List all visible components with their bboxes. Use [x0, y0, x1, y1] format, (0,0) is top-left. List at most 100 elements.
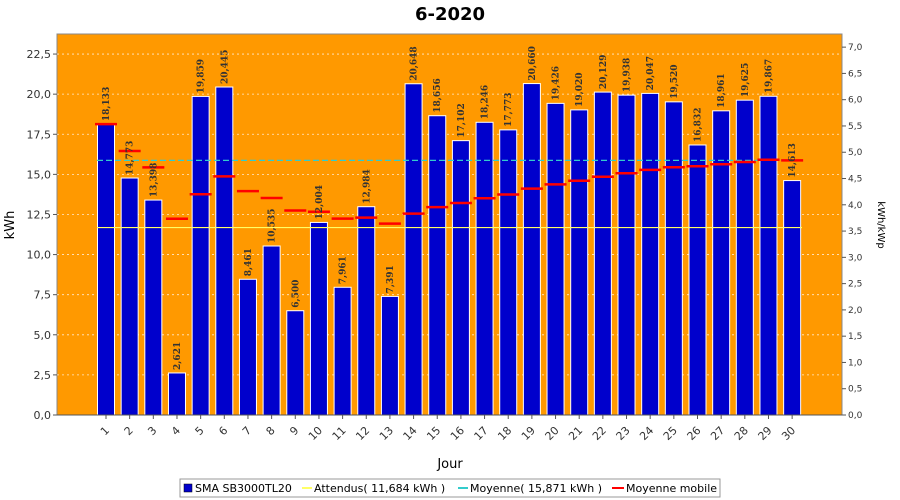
x-tick-label: 21	[566, 424, 585, 443]
data-label: 20,648	[410, 46, 420, 80]
y-axis: 0,0 2,5 5,0 7,5 10,0 12,5 15,0 17,5 20,0 22,5	[27, 48, 57, 422]
x-tick-label: 26	[685, 424, 704, 443]
x-tick-label: 15	[424, 424, 443, 443]
bar	[333, 286, 352, 416]
y2-tick-label: 4,0	[848, 201, 863, 211]
data-label: 18,133	[102, 87, 112, 121]
data-label: 7,391	[386, 265, 396, 293]
x-tick-label: 3	[145, 424, 159, 438]
legend-item-moyenne: Moyenne( 15,871 kWh )	[458, 482, 602, 495]
bar	[617, 94, 636, 416]
y-tick-label: 22,5	[27, 48, 52, 61]
x-tick-label: 11	[330, 424, 349, 443]
legend-swatch-sma	[183, 483, 193, 493]
x-tick-label: 20	[543, 424, 562, 443]
y-tick-label: 2,5	[34, 369, 52, 382]
x-tick-label: 24	[637, 424, 656, 443]
data-label: 17,102	[457, 103, 467, 137]
data-label: 17,773	[504, 92, 514, 126]
x-tick-label: 13	[377, 424, 396, 443]
data-label: 20,047	[646, 56, 656, 90]
data-label: 19,020	[575, 72, 585, 106]
y2-tick-label: 2,5	[848, 280, 862, 290]
data-label: 19,938	[623, 58, 633, 92]
data-label: 18,656	[433, 78, 443, 112]
data-label: 19,859	[197, 59, 207, 93]
data-label: 7,961	[339, 256, 349, 284]
bar	[191, 95, 210, 416]
y-axis-label: kWh	[3, 211, 18, 240]
y-tick-label: 0,0	[34, 409, 52, 422]
data-label: 14,773	[126, 141, 136, 175]
data-label: 14,613	[788, 143, 798, 177]
bar	[404, 83, 423, 416]
bar	[712, 110, 731, 416]
bar	[120, 177, 139, 416]
legend-label-attendus: Attendus( 11,684 kWh )	[314, 482, 445, 495]
x-tick-label: 7	[240, 424, 254, 438]
data-label: 19,520	[670, 64, 680, 98]
bar	[664, 101, 683, 416]
x-tick-label: 18	[495, 424, 514, 443]
data-label: 8,461	[244, 248, 254, 276]
bar	[357, 206, 376, 416]
y2-tick-label: 5,0	[848, 148, 863, 158]
x-tick-label: 6	[216, 424, 230, 438]
y2-tick-label: 5,5	[848, 122, 862, 132]
bar	[215, 86, 234, 416]
data-label: 18,961	[717, 73, 727, 107]
data-label: 20,660	[528, 46, 538, 80]
chart-title: 6-2020	[415, 4, 485, 25]
plot-area: 18,133 14,773 13,398 2,621 19,859 20,445 8,461…	[56, 33, 843, 416]
bar	[167, 372, 186, 416]
x-tick-label: 30	[779, 424, 798, 443]
bar	[593, 91, 612, 416]
y2-tick-label: 0,0	[848, 411, 863, 421]
y2-tick-label: 3,5	[848, 227, 862, 237]
y2-tick-label: 4,5	[848, 175, 862, 185]
bar	[499, 129, 518, 416]
bar	[451, 140, 470, 416]
data-label: 16,832	[694, 108, 704, 142]
x-tick-label: 28	[732, 424, 751, 443]
data-label: 10,535	[268, 209, 278, 243]
y2-tick-label: 7,0	[848, 43, 863, 53]
legend-item-moyenne-mobile: Moyenne mobile	[612, 482, 717, 495]
bar	[783, 180, 802, 416]
x-tick-label: 23	[614, 424, 633, 443]
y-tick-label: 15,0	[27, 168, 52, 181]
x-tick-label: 5	[193, 424, 207, 438]
bar	[144, 199, 163, 416]
y2-axis: 0,0 0,5 1,0 1,5 2,0 2,5 3,0 3,5 4,0 4,5 5,0 5,5 6,0 6…	[842, 43, 863, 421]
bar	[262, 245, 281, 416]
x-tick-label: 14	[401, 424, 420, 443]
bar	[238, 278, 257, 416]
legend-label-sma: SMA SB3000TL20	[195, 482, 292, 495]
y2-tick-label: 1,5	[848, 332, 862, 342]
x-tick-label: 9	[287, 424, 301, 438]
x-tick-label: 12	[353, 424, 372, 443]
data-label: 20,129	[599, 55, 609, 89]
x-tick-label: 19	[519, 424, 538, 443]
x-tick-label: 2	[122, 424, 136, 438]
bar	[735, 99, 754, 416]
data-label: 19,426	[552, 66, 562, 100]
bar	[688, 144, 707, 416]
y2-tick-label: 3,0	[848, 253, 863, 263]
x-tick-label: 29	[756, 424, 775, 443]
data-label: 2,621	[173, 342, 183, 370]
x-tick-label: 10	[306, 424, 325, 443]
y2-tick-label: 1,0	[848, 358, 863, 368]
y-tick-label: 17,5	[27, 128, 52, 141]
data-label: 19,867	[764, 59, 774, 93]
y2-tick-label: 0,5	[848, 385, 862, 395]
x-tick-label: 27	[708, 424, 727, 443]
y-tick-label: 5,0	[34, 329, 52, 342]
data-label: 6,500	[291, 280, 301, 308]
bar	[286, 310, 305, 416]
bar	[570, 109, 589, 416]
y-tick-label: 7,5	[34, 289, 52, 302]
bar	[475, 121, 494, 416]
x-tick-label: 8	[264, 424, 278, 438]
